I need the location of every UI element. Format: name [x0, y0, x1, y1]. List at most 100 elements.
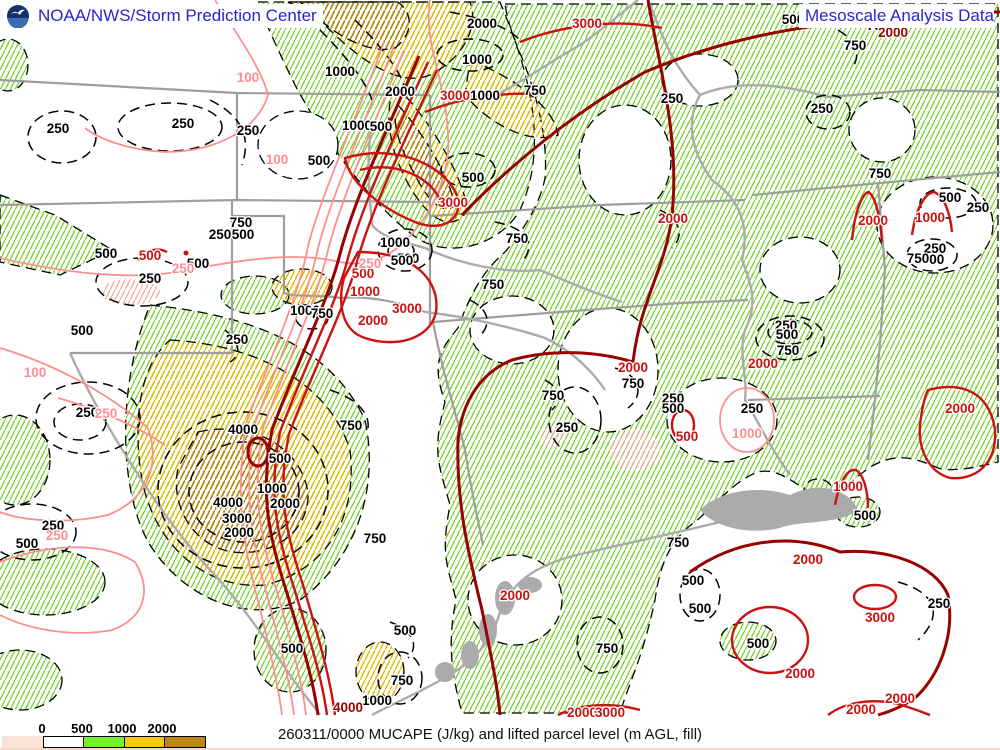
legend-tick: 500 — [71, 721, 93, 736]
contour-label: 3000 — [865, 610, 895, 625]
contour-label: 500 — [71, 323, 94, 338]
legend-cell — [164, 736, 206, 748]
contour-label: 250 — [967, 200, 990, 215]
contour-label: 250 — [661, 91, 684, 106]
contour-label: 4000 — [213, 495, 243, 510]
white-holes — [257, 53, 994, 646]
legend-tick-labels: 0 500 1000 2000 — [2, 721, 206, 736]
contour-label: 250 — [47, 121, 70, 136]
legend-cell — [83, 736, 125, 748]
green-fill-east — [437, 3, 999, 714]
contour-label: 2000 — [658, 211, 688, 226]
contour-label: 3000 — [572, 16, 602, 31]
contour-label: 3000 — [392, 301, 422, 316]
contour-label: 250 — [95, 406, 118, 421]
contour-label: 2000 — [748, 356, 778, 371]
missouri-river — [499, 0, 639, 95]
contour-label: 500 — [139, 248, 162, 263]
contour-label: 1000 — [833, 479, 863, 494]
contour-label: 1000 — [290, 303, 320, 318]
mississippi-river — [646, 0, 791, 476]
contour-label: 500 — [462, 170, 485, 185]
contour-label: 250 — [226, 332, 249, 347]
contour-label: 2000 — [567, 705, 597, 720]
contour-label: 750 — [340, 418, 363, 433]
contour-label: 750 — [506, 231, 529, 246]
contour-label: 250 — [172, 261, 195, 276]
contour-label: 750 — [391, 673, 414, 688]
legend-cell — [2, 736, 44, 748]
contour-label: 750 — [311, 306, 334, 321]
contour-label: 500 — [232, 227, 255, 242]
contour-label: 100 — [24, 365, 47, 380]
contour-label: 2000 — [270, 496, 300, 511]
contour-label: 2000 — [785, 666, 815, 681]
contour-label: 500 — [854, 508, 877, 523]
contour-label: 2000 — [385, 84, 415, 99]
contour-label: 500 — [776, 327, 799, 342]
louisiana-marsh — [700, 487, 858, 531]
contour-label: 750 — [869, 166, 892, 181]
contour-label: 750 — [364, 531, 387, 546]
contour-label: 4000 — [228, 422, 258, 437]
contour-label: 250 — [42, 518, 65, 533]
cape-fill-legend: 0 500 1000 2000 — [2, 721, 206, 749]
arkansas-river — [367, 129, 623, 304]
contour-label: 3000 — [438, 195, 468, 210]
contour-label: 500 — [281, 641, 304, 656]
contour-label: 3000 — [595, 705, 625, 720]
contour-label: 250 — [237, 123, 260, 138]
brown-fill-topleft — [298, 1, 410, 50]
contour-label: 250 — [662, 391, 685, 406]
legend-tick: 1000 — [107, 721, 137, 736]
contour-label: 750 — [907, 251, 930, 266]
contour-label: 250 — [775, 318, 798, 333]
contour-labels: 2000100010002000100075025050075075025025… — [14, 11, 990, 722]
legend-cell — [123, 736, 166, 748]
contour-label: 100 — [266, 152, 289, 167]
contour-label: 500 — [747, 636, 770, 651]
contour-label: 2000 — [618, 360, 648, 375]
contour-label: 250 — [46, 528, 69, 543]
contour-label: 500 — [397, 251, 420, 266]
contour-label: 2000 — [224, 525, 254, 540]
contour-label: 750 — [667, 535, 690, 550]
contour-label: 3000 — [222, 511, 252, 526]
contour-label: 250 — [924, 241, 947, 256]
contour-label: 500 — [939, 190, 962, 205]
contour-label: 100 — [237, 70, 260, 85]
contour-label: 1000 — [257, 481, 287, 496]
contour-label: 750 — [482, 277, 505, 292]
contour-label: 250 — [172, 116, 195, 131]
contour-label: 250 — [139, 271, 162, 286]
water-features — [68, 0, 858, 717]
contour-label: 500 — [308, 153, 331, 168]
contour-label: 2000 — [846, 702, 876, 717]
contour-label: 750 — [524, 83, 547, 98]
contour-label: 3000 — [440, 88, 470, 103]
contour-label: 250 — [556, 420, 579, 435]
contour-label: 1000 — [470, 88, 500, 103]
contour-label: 1000 — [915, 210, 945, 225]
contour-label: 250 — [811, 101, 834, 116]
contour-label: 750 — [622, 376, 645, 391]
contour-label: 250 — [741, 401, 764, 416]
bottom-rule — [0, 748, 1000, 750]
state-borders — [0, 78, 1000, 546]
contour-label: 500 — [352, 266, 375, 281]
legend-tick: 0 — [38, 721, 46, 736]
contour-label: 500 — [682, 573, 705, 588]
header-left: NOAA/NWS/Storm Prediction Center — [6, 4, 323, 28]
contour-label: 2000 — [500, 588, 530, 603]
contour-label: 1000 — [350, 284, 380, 299]
contour-label: 500 — [269, 451, 292, 466]
contour-label: 750 — [230, 215, 253, 230]
contour-label: 2000 — [358, 313, 388, 328]
contour-label: 1000 — [380, 235, 410, 250]
noaa-logo-icon — [7, 5, 29, 28]
contour-label: 250 — [359, 256, 382, 271]
contour-label: 500 — [391, 253, 414, 268]
contour-label: 1000 — [342, 118, 372, 133]
contour-label: 500 — [16, 536, 39, 551]
